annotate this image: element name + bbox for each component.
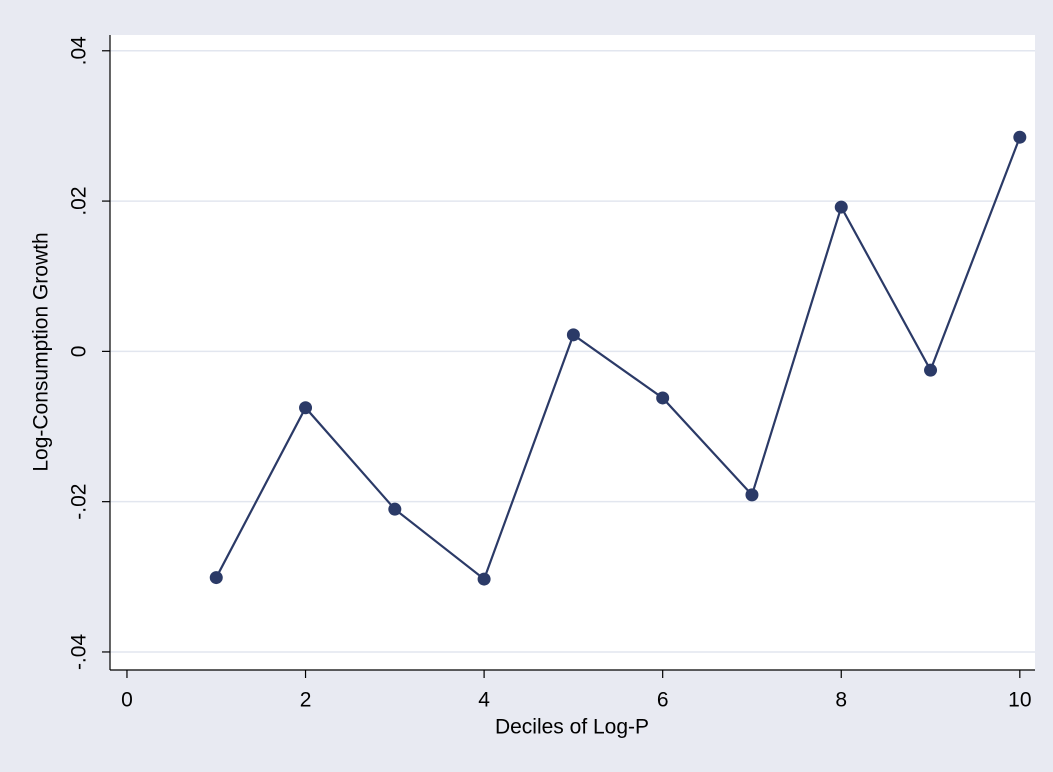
x-tick-label: 8 xyxy=(835,689,847,712)
x-tick-label: 10 xyxy=(1008,689,1031,712)
y-tick-label: .04 xyxy=(68,36,91,66)
y-tick-label: -.02 xyxy=(68,484,91,520)
y-tick-label: 0 xyxy=(68,346,91,358)
data-point xyxy=(745,488,759,502)
x-tick-label: 4 xyxy=(478,689,490,712)
x-tick-label: 6 xyxy=(657,689,669,712)
data-line xyxy=(215,136,1021,581)
plot-area xyxy=(110,35,1035,670)
y-tick-label: -.04 xyxy=(68,634,91,671)
data-point xyxy=(924,363,938,377)
data-point xyxy=(477,572,491,586)
x-tick-label: 0 xyxy=(121,689,133,712)
x-axis-title: Deciles of Log-P xyxy=(495,716,649,739)
data-point xyxy=(388,502,402,516)
data-point xyxy=(299,401,313,415)
y-axis-title: Log-Consumption Growth xyxy=(30,232,53,471)
data-point xyxy=(209,571,223,585)
data-point xyxy=(1013,130,1027,144)
x-tick-label: 2 xyxy=(300,689,312,712)
data-point xyxy=(566,328,580,342)
y-tick-label: .02 xyxy=(68,186,91,215)
data-point xyxy=(834,200,848,214)
data-point xyxy=(656,391,670,405)
